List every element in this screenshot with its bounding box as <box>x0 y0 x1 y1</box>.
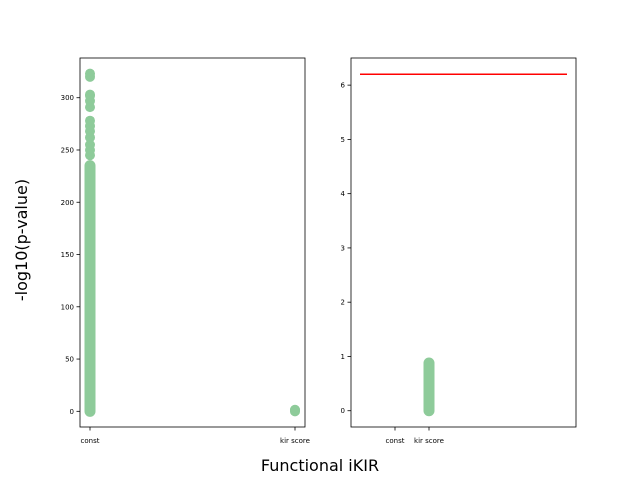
y-tick-label: 150 <box>61 251 74 259</box>
y-tick-label: 200 <box>61 199 74 207</box>
y-tick-label: 2 <box>341 299 345 307</box>
scatter-point <box>85 115 95 126</box>
axes-frame <box>350 57 577 428</box>
y-tick-label: 50 <box>65 356 74 364</box>
scatter-point <box>85 68 95 79</box>
left-panel: 0 50 100 150 200 250 300 const kir score <box>61 57 310 445</box>
figure-xlabel: Functional iKIR <box>261 456 379 475</box>
x-tick-label: const <box>386 437 405 445</box>
x-tick-label: kir score <box>414 437 444 445</box>
y-tick-label: 250 <box>61 146 74 154</box>
x-tick-label: kir score <box>280 437 310 445</box>
axes-frame <box>79 57 306 428</box>
right-panel: 0 1 2 3 4 5 6 const kir score <box>341 57 577 445</box>
y-tick-label: 0 <box>70 408 74 416</box>
figure-ylabel: -log10(p-value) <box>12 179 31 301</box>
y-tick-label: 1 <box>341 353 345 361</box>
scatter-point <box>85 139 95 150</box>
scatter-point <box>85 89 95 100</box>
y-tick-label: 5 <box>341 136 345 144</box>
x-tick-label: const <box>81 437 100 445</box>
y-tick-label: 300 <box>61 94 74 102</box>
y-tick-label: 0 <box>341 407 345 415</box>
y-tick-label: 100 <box>61 303 74 311</box>
scatter-point <box>290 404 300 415</box>
y-tick-label: 4 <box>341 190 346 198</box>
y-tick-label: 3 <box>341 244 345 252</box>
y-tick-label: 6 <box>341 82 346 90</box>
